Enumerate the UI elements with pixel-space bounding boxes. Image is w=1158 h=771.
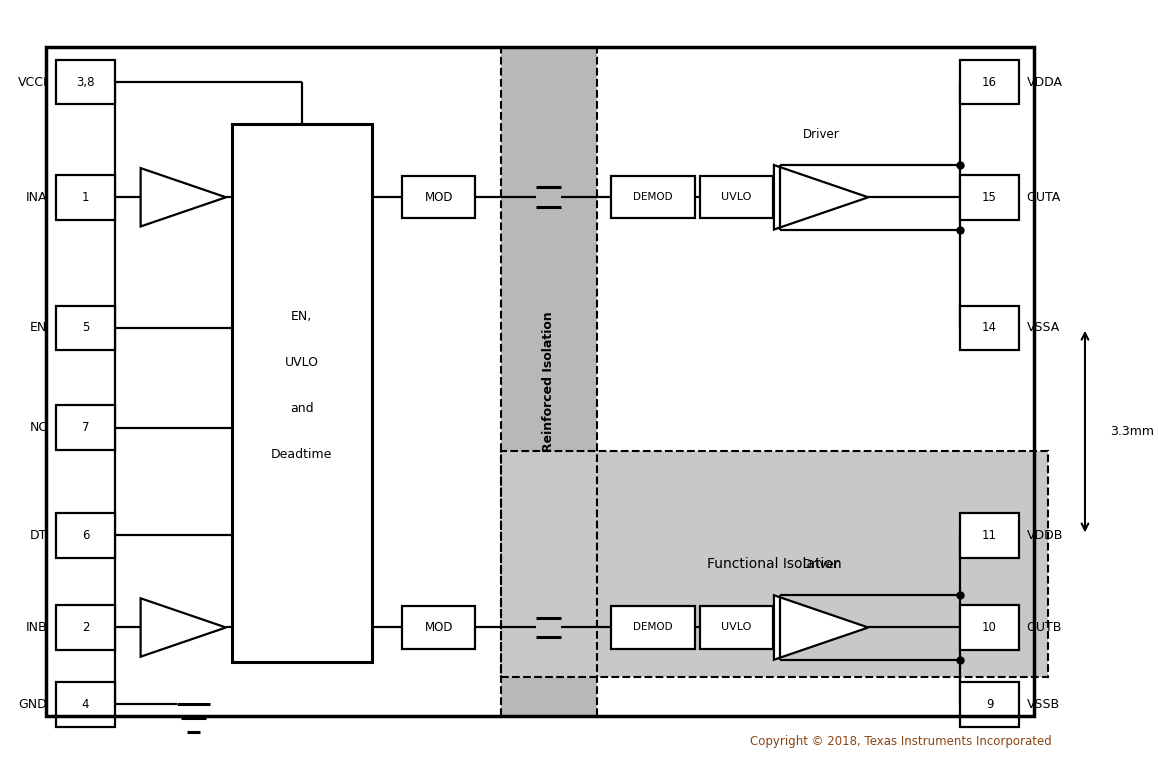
Bar (57, 513, 115, 557)
Bar (960, 513, 1019, 557)
Text: UVLO: UVLO (285, 356, 318, 369)
Text: VDDB: VDDB (1027, 529, 1063, 542)
Bar (57, 682, 115, 726)
Bar (57, 60, 115, 104)
Text: OUTB: OUTB (1027, 621, 1062, 634)
Polygon shape (774, 165, 868, 230)
Bar (57, 605, 115, 650)
Bar (699, 176, 772, 218)
Text: Copyright © 2018, Texas Instruments Incorporated: Copyright © 2018, Texas Instruments Inco… (749, 735, 1051, 748)
Text: NC: NC (29, 421, 47, 434)
Bar (611, 606, 695, 648)
Bar (960, 682, 1019, 726)
Polygon shape (140, 598, 226, 657)
Text: 16: 16 (982, 76, 997, 89)
Bar (960, 60, 1019, 104)
Text: Reinforced Isolation: Reinforced Isolation (542, 311, 556, 452)
Bar (57, 305, 115, 350)
Bar (57, 406, 115, 450)
Bar (960, 175, 1019, 220)
Text: 9: 9 (985, 698, 994, 711)
Text: MOD: MOD (425, 621, 453, 634)
Bar (960, 605, 1019, 650)
Text: and: and (290, 402, 314, 415)
Text: 6: 6 (82, 529, 89, 542)
Bar (402, 176, 475, 218)
Bar (699, 606, 772, 648)
Text: GND: GND (19, 698, 47, 711)
Text: INA: INA (25, 190, 47, 204)
Bar (57, 175, 115, 220)
Bar (232, 124, 372, 662)
Text: Driver: Driver (802, 558, 840, 571)
Text: DT: DT (30, 529, 47, 542)
Bar (501, 451, 1048, 678)
Text: EN: EN (30, 322, 47, 335)
Text: DEMOD: DEMOD (633, 622, 673, 632)
Text: 3.3mm: 3.3mm (1109, 425, 1153, 438)
Text: VDDA: VDDA (1027, 76, 1063, 89)
Text: 11: 11 (982, 529, 997, 542)
Text: INB: INB (25, 621, 47, 634)
Polygon shape (774, 595, 868, 660)
Text: DEMOD: DEMOD (633, 192, 673, 202)
Text: VCCI: VCCI (17, 76, 47, 89)
Text: MOD: MOD (425, 190, 453, 204)
Text: VSSA: VSSA (1027, 322, 1060, 335)
Text: 7: 7 (82, 421, 89, 434)
Text: 10: 10 (982, 621, 997, 634)
Text: 3,8: 3,8 (76, 76, 95, 89)
Text: 4: 4 (82, 698, 89, 711)
Text: 1: 1 (82, 190, 89, 204)
Text: 15: 15 (982, 190, 997, 204)
Polygon shape (140, 168, 226, 227)
Text: 14: 14 (982, 322, 997, 335)
Text: UVLO: UVLO (721, 622, 752, 632)
Bar (402, 606, 475, 648)
Bar (611, 176, 695, 218)
Text: UVLO: UVLO (721, 192, 752, 202)
Text: VSSB: VSSB (1027, 698, 1060, 711)
Bar (46, 48, 1034, 715)
Text: OUTA: OUTA (1027, 190, 1061, 204)
Text: Driver: Driver (802, 128, 840, 141)
Bar (501, 48, 596, 715)
Text: 5: 5 (82, 322, 89, 335)
Text: Functional Isolation: Functional Isolation (708, 557, 842, 571)
Text: Deadtime: Deadtime (271, 448, 332, 461)
Text: 2: 2 (82, 621, 89, 634)
Bar (960, 305, 1019, 350)
Text: EN,: EN, (291, 310, 313, 323)
